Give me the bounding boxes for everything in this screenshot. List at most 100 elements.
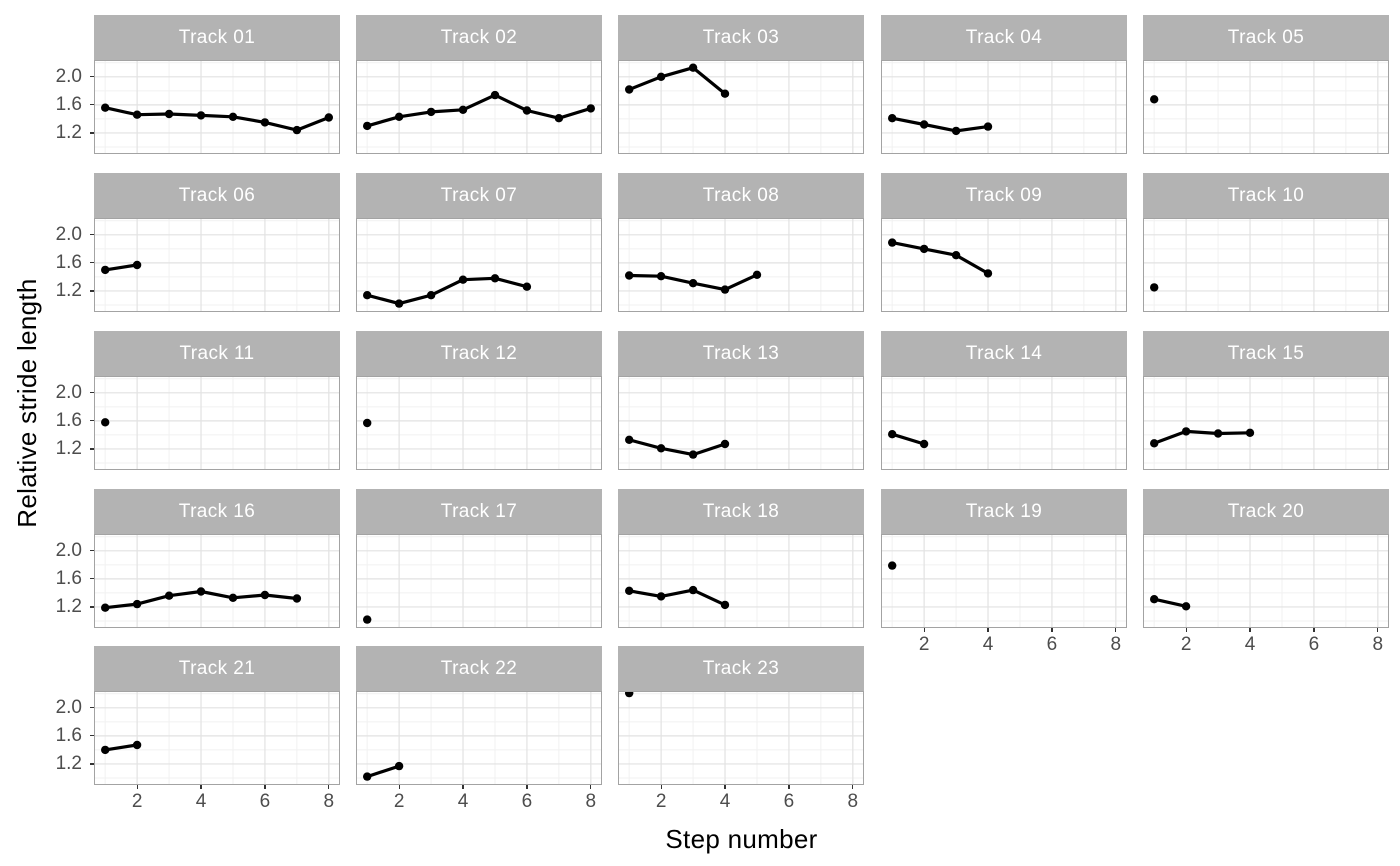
facet-panel: Track 04 [881,15,1127,154]
data-point [919,439,929,449]
facet-strip: Track 09 [881,173,1127,218]
x-tick-label: 8 [1110,634,1122,655]
data-point [394,299,404,308]
facet-strip-label: Track 10 [1227,184,1305,206]
data-point [983,122,993,131]
facet-strip: Track 02 [356,15,602,60]
facet-strip: Track 03 [618,15,864,60]
facet-panel: Track 20 2 4 6 8 [1143,489,1389,655]
data-line [365,276,529,306]
panel-svg [1143,534,1389,628]
data-point [260,590,270,600]
plot-area [94,376,340,470]
facet-strip: Track 11 [94,331,340,376]
facet-panel: Track 06 2.0 1.6 1.2 [56,173,340,312]
x-tick-label: 4 [719,791,731,812]
data-line [627,588,727,607]
facet-strip: Track 18 [618,489,864,534]
facet-strip: Track 16 [94,489,340,534]
facet-strip-label: Track 11 [179,342,255,364]
x-tick-mark [462,785,464,789]
facet-panel: Track 12 [356,331,602,470]
y-tick-label: 1.2 [55,595,82,617]
data-point [888,430,897,439]
plot-area [618,534,864,628]
plot-area [881,376,1127,470]
y-tick-label: 1.6 [55,409,82,431]
facet-panel: Track 05 [1143,15,1389,154]
data-point [292,594,302,603]
x-tick-label: 4 [1244,634,1256,655]
facet-panel: Track 13 [618,331,864,470]
panel-svg [356,691,602,785]
data-point [1245,428,1255,437]
data-point [688,585,698,595]
facet-strip: Track 08 [618,173,864,218]
y-tick-mark [90,420,94,422]
y-tick-mark [90,104,94,106]
y-tick-mark [90,550,94,552]
plot-area [881,534,1127,628]
panel-svg [1143,218,1389,312]
panel-svg [356,60,602,154]
panel-svg [881,534,1127,628]
x-tick-mark [264,785,266,789]
data-point [394,761,404,771]
plot-area [356,691,602,785]
data-line [1152,597,1188,608]
data-point [1181,427,1191,436]
panel-svg [881,218,1127,312]
data-point [688,450,698,459]
x-axis-title: Step number [665,824,818,854]
data-point [132,599,142,609]
data-line [365,93,593,128]
y-tick-label: 1.2 [55,437,82,459]
facet-panel: Track 22 2 4 6 8 [356,646,602,812]
x-tick-mark [398,785,400,789]
y-tick-mark [90,578,94,580]
plot-area [618,218,864,312]
facet-strip: Track 01 [94,15,340,60]
data-line [627,438,727,457]
panel-svg [618,534,864,628]
data-point [101,603,110,612]
panel-svg [356,534,602,628]
data-point [522,282,532,291]
facet-strip-label: Track 21 [178,657,256,679]
y-tick-mark [90,76,94,78]
data-point [951,251,961,260]
facet-panel: Track 11 2.0 1.6 1.2 [56,331,340,470]
x-tick-label: 4 [195,791,207,812]
x-tick-label: 8 [847,791,859,812]
panel-svg [356,218,602,312]
y-tick-label: 1.6 [55,724,82,746]
plot-area [94,534,340,628]
facet-panel: Track 16 2.0 1.6 1.2 [56,489,340,628]
facet-panel: Track 18 [618,489,864,628]
facet-strip: Track 12 [356,331,602,376]
y-tick-label: 2.0 [55,223,82,245]
facet-strip: Track 21 [94,646,340,691]
data-point [1150,95,1159,104]
x-tick-label: 6 [1046,634,1058,655]
x-tick-label: 2 [131,791,143,812]
y-tick-mark [90,448,94,450]
data-point [132,110,142,119]
y-tick-mark [90,262,94,264]
data-point [260,118,270,127]
plot-area [618,60,864,154]
plot-area [1143,60,1389,154]
data-point [164,591,174,600]
data-point [720,439,730,449]
data-point [951,126,961,136]
panel-svg [1143,376,1389,470]
data-point [101,418,110,427]
plot-area [1143,376,1389,470]
data-point [101,103,110,112]
data-point [228,112,238,121]
facet-strip-label: Track 18 [702,500,780,522]
panel-svg [618,218,864,312]
plot-area [94,218,340,312]
x-tick-mark [526,785,528,789]
